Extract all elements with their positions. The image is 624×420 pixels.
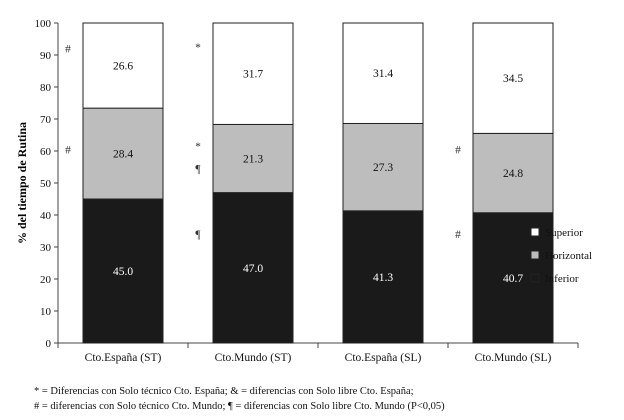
legend-swatch-superior xyxy=(530,227,540,237)
data-label: 28.4 xyxy=(113,149,133,161)
legend-swatch-inferior xyxy=(530,273,540,283)
legend-label-horizontal: Horizontal xyxy=(545,250,592,262)
y-axis-label: % del tiempo de Rutina xyxy=(15,122,29,244)
bar-segment-horizontal xyxy=(472,132,554,214)
data-label: 31.4 xyxy=(373,68,393,80)
y-tick-label: 30 xyxy=(40,242,52,254)
y-tick-label: 60 xyxy=(40,146,52,158)
y-tick-label: 90 xyxy=(40,50,52,62)
bar-segment-superior xyxy=(342,22,424,124)
significance-mark: * xyxy=(195,42,201,54)
x-tick-label: Cto.España (SL) xyxy=(345,352,422,364)
y-tick-label: 0 xyxy=(46,338,52,350)
bar-segment-horizontal xyxy=(212,123,294,194)
x-tick-label: Cto.España (ST) xyxy=(85,352,162,364)
data-label: 27.3 xyxy=(373,162,393,174)
data-label: 34.5 xyxy=(503,73,523,85)
bar-segment-superior xyxy=(212,22,294,125)
bar-segment-inferior xyxy=(212,192,294,344)
y-tick-label: 50 xyxy=(40,178,52,190)
data-label: 47.0 xyxy=(243,263,263,275)
legend-swatch-horizontal xyxy=(530,250,540,260)
significance-mark: ¶ xyxy=(195,229,201,241)
y-tick-label: 80 xyxy=(40,82,52,94)
x-tick-label: Cto.Mundo (SL) xyxy=(475,352,552,364)
significance-mark: # xyxy=(65,44,71,56)
significance-mark: * xyxy=(195,141,201,153)
y-tick-label: 10 xyxy=(40,306,52,318)
y-tick-label: 70 xyxy=(40,114,52,126)
bar-segment-horizontal xyxy=(342,122,424,212)
data-label: 26.6 xyxy=(113,61,133,73)
legend-label-inferior: Inferior xyxy=(545,273,579,285)
data-label: 21.3 xyxy=(243,154,263,166)
bar-segment-superior xyxy=(472,22,554,134)
bar-segment-superior xyxy=(82,22,164,109)
footnote-line-2: # = diferencias con Solo técnico Cto. Mu… xyxy=(34,401,445,412)
stacked-bar-chart: 0 10 20 30 40 50 60 70 80 90 100 Cto.España (ST) Cto… xyxy=(15,18,592,364)
bar-segment-inferior xyxy=(472,212,554,344)
data-label: 45.0 xyxy=(113,266,133,278)
y-tick-label: 40 xyxy=(40,210,52,222)
significance-mark: # xyxy=(65,144,71,156)
significance-mark: # xyxy=(455,144,461,156)
data-label: 31.7 xyxy=(243,69,263,81)
significance-mark: # xyxy=(455,229,461,241)
y-tick-label: 100 xyxy=(35,18,52,30)
legend-label-superior: Superior xyxy=(545,227,583,239)
data-label: 41.3 xyxy=(373,272,393,284)
data-label: 24.8 xyxy=(503,168,523,180)
x-tick-label: Cto.Mundo (ST) xyxy=(215,352,292,364)
footnote-line-1: * = Diferencias con Solo técnico Cto. Es… xyxy=(34,386,414,397)
y-tick-label: 20 xyxy=(40,274,52,286)
data-label: 40.7 xyxy=(503,273,523,285)
bar-segment-inferior xyxy=(342,210,424,344)
significance-mark: ¶ xyxy=(195,164,201,176)
